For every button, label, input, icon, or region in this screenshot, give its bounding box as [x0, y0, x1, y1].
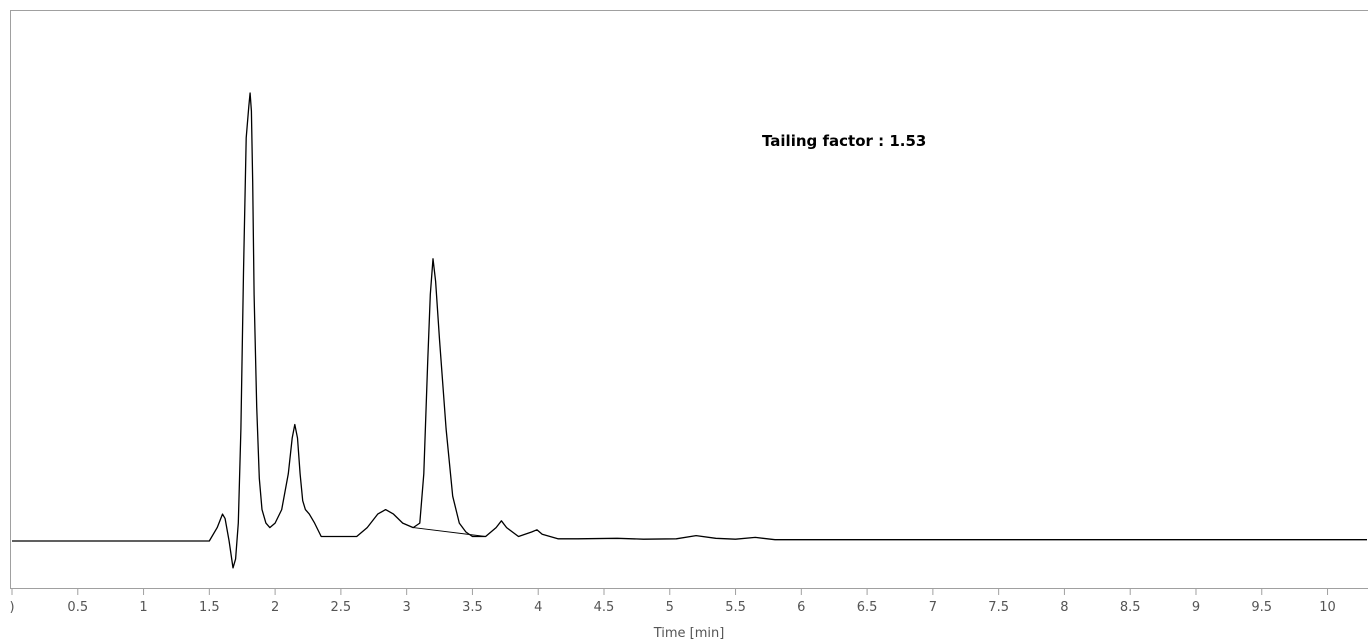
x-tick-label: 6.5 — [857, 600, 878, 615]
x-axis-title: Time [min] — [653, 626, 725, 641]
x-axis: ) 0.5 1 1.5 2 2.5 3 3.5 4 4.5 5 5.5 6 6.5 7 7.5 8 8.5 9 9.5… — [9, 589, 1336, 615]
x-tick-label: 0.5 — [67, 600, 88, 615]
x-tick-label: 5 — [666, 600, 674, 615]
x-tick-label: 7.5 — [988, 600, 1009, 615]
x-tick-label: 9 — [1192, 600, 1200, 615]
x-tick-label: 1.5 — [199, 600, 220, 615]
x-tick-label: 3.5 — [462, 600, 483, 615]
x-tick-label: 2.5 — [331, 600, 352, 615]
tailing-factor-annotation: Tailing factor : 1.53 — [762, 132, 926, 150]
x-tick-label: 4 — [534, 600, 542, 615]
x-tick-label: 6 — [797, 600, 805, 615]
x-tick-label: 2 — [271, 600, 279, 615]
x-tick-label: 7 — [929, 600, 937, 615]
plot-border — [10, 10, 1368, 589]
x-tick-label: 8.5 — [1120, 600, 1141, 615]
x-tick-label: ) — [9, 600, 14, 615]
x-tick-label: 10 — [1319, 600, 1336, 615]
x-tick-label: 8 — [1060, 600, 1068, 615]
series-layer — [12, 92, 1367, 569]
chromatogram-trace — [12, 92, 1367, 569]
x-tick-label: 3 — [403, 600, 411, 615]
x-tick-label: 9.5 — [1251, 600, 1272, 615]
x-tick-label: 1 — [139, 600, 147, 615]
x-tick-label: 5.5 — [725, 600, 746, 615]
x-tick-label: 4.5 — [594, 600, 615, 615]
integration-baseline — [413, 527, 486, 538]
